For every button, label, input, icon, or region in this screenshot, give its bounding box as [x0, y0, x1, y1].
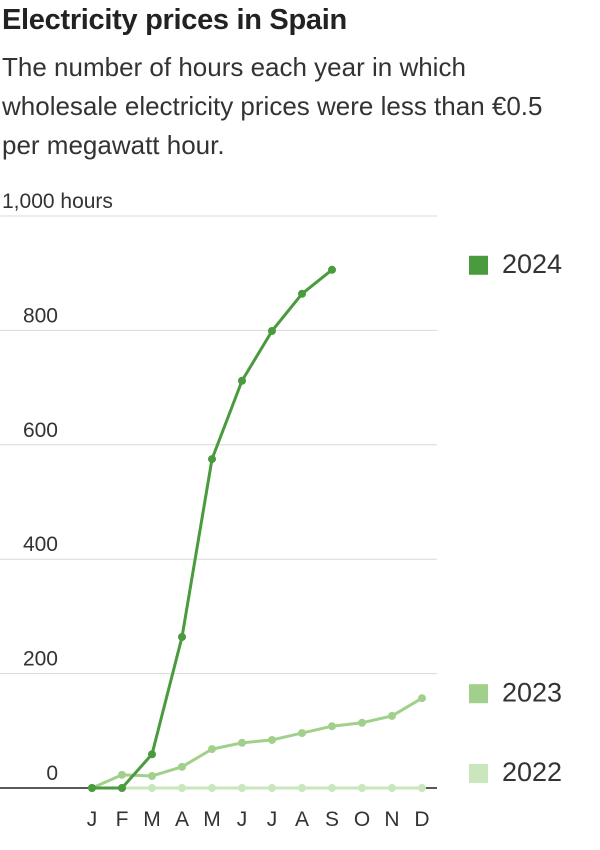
data-point	[418, 784, 426, 792]
x-tick-label: S	[325, 808, 339, 831]
legend-label: 2024	[502, 249, 562, 279]
data-point	[148, 771, 156, 780]
y-tick-label: 1,000 hours	[2, 190, 113, 213]
x-tick-label: M	[143, 808, 161, 831]
legend-swatch	[469, 764, 488, 783]
data-point	[298, 289, 306, 298]
data-point	[418, 694, 426, 703]
data-point	[148, 784, 156, 792]
data-point	[208, 745, 216, 754]
y-tick-label: 400	[23, 533, 58, 556]
legend-label: 2023	[502, 677, 562, 707]
data-point	[268, 784, 276, 792]
legend-swatch	[469, 684, 488, 704]
data-point	[238, 376, 246, 385]
x-tick-label: N	[384, 808, 399, 831]
data-point	[238, 784, 246, 792]
y-tick-label: 600	[23, 419, 58, 442]
series-line	[92, 268, 333, 790]
x-tick-label: A	[175, 808, 189, 831]
data-point	[358, 718, 366, 727]
legend-label: 2022	[502, 757, 562, 787]
data-point	[118, 770, 126, 779]
x-tick-label: M	[203, 808, 221, 831]
data-point	[148, 750, 156, 759]
data-point	[88, 784, 96, 792]
x-tick-label: J	[87, 808, 98, 831]
data-point	[268, 326, 276, 335]
data-point	[328, 784, 336, 792]
legend-swatch	[469, 255, 488, 275]
data-point	[268, 735, 276, 744]
data-point	[178, 632, 186, 641]
x-tick-label: F	[116, 808, 129, 831]
data-point	[118, 784, 126, 792]
data-point	[208, 455, 216, 464]
y-tick-label: 0	[46, 762, 58, 785]
data-point	[358, 784, 366, 792]
data-point	[208, 784, 216, 792]
data-point	[388, 784, 396, 792]
x-tick-label: J	[267, 808, 278, 831]
data-point	[328, 265, 336, 274]
y-tick-label: 800	[23, 304, 58, 327]
x-tick-label: A	[295, 808, 309, 831]
x-tick-label: J	[237, 808, 248, 831]
data-point	[298, 729, 306, 738]
y-tick-label: 200	[23, 648, 58, 671]
x-tick-label: O	[354, 808, 370, 831]
series-line	[91, 696, 423, 790]
chart-title: Electricity prices in Spain	[2, 4, 347, 36]
x-tick-label: D	[414, 808, 429, 831]
data-point	[328, 722, 336, 731]
data-point	[178, 784, 186, 792]
data-point	[238, 738, 246, 747]
data-point	[388, 711, 396, 720]
data-point	[178, 762, 186, 771]
chart-subtitle: The number of hours each year in which w…	[2, 52, 543, 160]
data-point	[298, 784, 306, 792]
